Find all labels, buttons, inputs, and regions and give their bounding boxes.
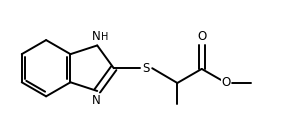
Text: N: N bbox=[92, 30, 101, 43]
Text: O: O bbox=[197, 30, 206, 43]
Text: H: H bbox=[101, 32, 108, 42]
Text: N: N bbox=[92, 94, 101, 107]
Text: O: O bbox=[221, 76, 231, 89]
Text: S: S bbox=[142, 62, 150, 75]
